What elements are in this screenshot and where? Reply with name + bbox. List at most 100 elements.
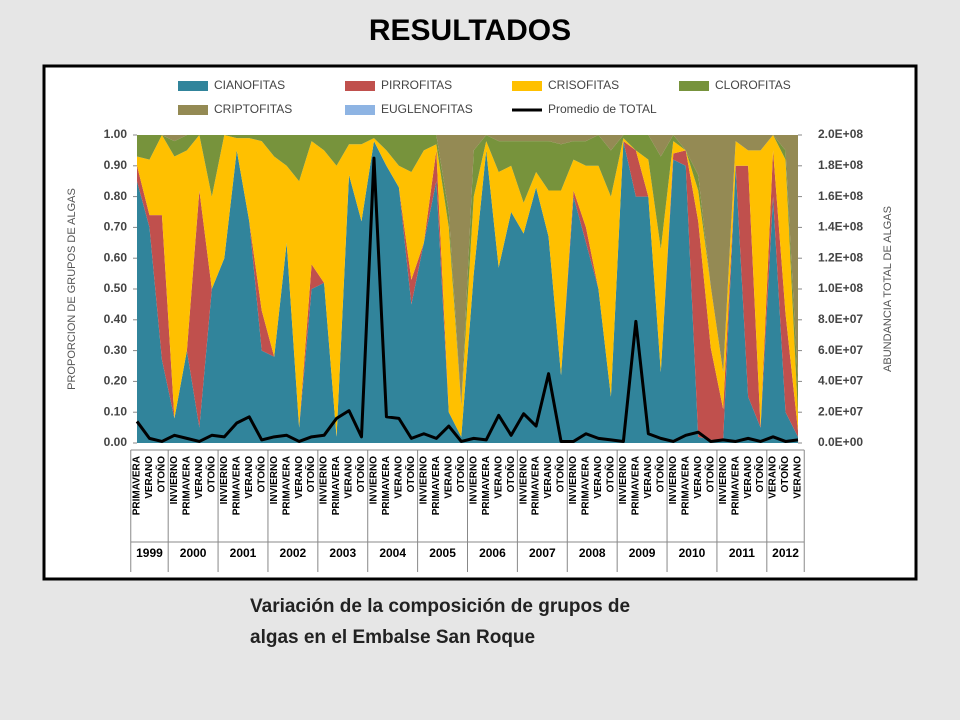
year-label: 2009 <box>629 546 656 560</box>
y-tick-label: 0.00 <box>104 435 128 449</box>
x-tick-label: INVIERNO <box>468 456 479 505</box>
stacked-area <box>137 141 798 443</box>
caption-line: algas en el Embalse San Roque <box>250 627 535 648</box>
y-tick-label: 0.20 <box>104 374 128 388</box>
x-tick-label: PRIMAVERA <box>680 456 691 515</box>
x-tick-label: OTOÑO <box>554 456 567 493</box>
x-tick-label: OTOÑO <box>404 456 417 493</box>
x-tick-label: VERANO <box>194 456 205 499</box>
x-tick-label: VERANO <box>493 456 504 499</box>
y2-tick-label: 1.4E+08 <box>818 220 863 234</box>
y-tick-label: 0.10 <box>104 404 128 418</box>
legend-label: PIRROFITAS <box>381 78 452 92</box>
legend-swatch <box>512 81 542 91</box>
x-tick-label: OTOÑO <box>204 456 217 493</box>
y-tick-label: 0.30 <box>104 343 128 357</box>
y2-tick-label: 1.8E+08 <box>818 158 863 172</box>
y2-tick-label: 1.6E+08 <box>818 189 863 203</box>
legend-label: CIANOFITAS <box>214 78 285 92</box>
y2-tick-label: 2.0E+08 <box>818 127 863 141</box>
year-label: 2005 <box>429 546 456 560</box>
legend-swatch <box>679 81 709 91</box>
y2-axis-title: ABUNDANCIA TOTAL DE ALGAS <box>882 206 894 372</box>
year-label: 2011 <box>729 546 755 560</box>
x-tick-label: PRIMAVERA <box>281 456 292 515</box>
legend-label: EUGLENOFITAS <box>381 102 473 116</box>
y2-tick-label: 4.0E+07 <box>818 374 863 388</box>
x-tick-label: OTOÑO <box>604 456 617 493</box>
x-tick-label: OTOÑO <box>753 456 766 493</box>
x-tick-label: VERANO <box>693 456 704 499</box>
x-tick-label: PRIMAVERA <box>231 456 242 515</box>
x-tick-label: PRIMAVERA <box>182 456 193 515</box>
slide-title: RESULTADOS <box>369 14 571 47</box>
y2-tick-label: 8.0E+07 <box>818 312 863 326</box>
x-tick-label: PRIMAVERA <box>730 456 741 515</box>
x-tick-label: OTOÑO <box>454 456 467 493</box>
y-tick-label: 0.60 <box>104 250 128 264</box>
x-tick-label: INVIERNO <box>169 456 180 505</box>
y2-tick-label: 6.0E+07 <box>818 343 863 357</box>
year-label: 2012 <box>772 546 799 560</box>
legend-swatch <box>345 105 375 115</box>
x-tick-label: PRIMAVERA <box>431 456 442 515</box>
y-tick-label: 1.00 <box>104 127 128 141</box>
x-tick-label: OTOÑO <box>703 456 716 493</box>
x-tick-label: VERANO <box>294 456 305 499</box>
x-tick-label: VERANO <box>793 456 804 499</box>
x-tick-label: INVIERNO <box>369 456 380 505</box>
x-tick-label: VERANO <box>643 456 654 499</box>
x-tick-label: INVIERNO <box>518 456 529 505</box>
x-tick-label: PRIMAVERA <box>531 456 542 515</box>
x-tick-label: VERANO <box>244 456 255 499</box>
year-label: 2010 <box>679 546 706 560</box>
x-tick-label: INVIERNO <box>618 456 629 505</box>
year-label: 2007 <box>529 546 556 560</box>
y-tick-label: 0.70 <box>104 220 128 234</box>
x-tick-label: INVIERNO <box>568 456 579 505</box>
x-tick-label: INVIERNO <box>319 456 330 505</box>
x-tick-label: OTOÑO <box>304 456 317 493</box>
x-tick-label: VERANO <box>443 456 454 499</box>
y-tick-label: 0.90 <box>104 158 128 172</box>
year-label: 2006 <box>479 546 506 560</box>
legend-label: CRIPTOFITAS <box>214 102 292 116</box>
year-label: 2004 <box>379 546 406 560</box>
x-tick-label: VERANO <box>768 456 779 499</box>
x-tick-label: OTOÑO <box>653 456 666 493</box>
x-tick-label: INVIERNO <box>219 456 230 505</box>
year-label: 2000 <box>180 546 207 560</box>
x-tick-label: VERANO <box>144 456 155 499</box>
x-tick-label: INVIERNO <box>668 456 679 505</box>
y2-tick-label: 1.2E+08 <box>818 250 863 264</box>
y2-tick-label: 2.0E+07 <box>818 404 863 418</box>
legend-swatch <box>345 81 375 91</box>
year-label: 2002 <box>280 546 307 560</box>
x-tick-label: INVIERNO <box>269 456 280 505</box>
x-tick-label: VERANO <box>593 456 604 499</box>
x-tick-label: PRIMAVERA <box>581 456 592 515</box>
y2-tick-label: 0.0E+00 <box>818 435 863 449</box>
legend-label: Promedio de TOTAL <box>548 102 657 116</box>
x-tick-label: PRIMAVERA <box>132 456 143 515</box>
y-axis-title: PROPORCION DE GRUPOS DE ALGAS <box>66 188 78 390</box>
x-tick-label: VERANO <box>394 456 405 499</box>
x-tick-label: VERANO <box>344 456 355 499</box>
legend-label: CLOROFITAS <box>715 78 791 92</box>
y-tick-label: 0.40 <box>104 312 128 326</box>
x-tick-label: OTOÑO <box>254 456 267 493</box>
year-label: 2003 <box>329 546 356 560</box>
year-label: 2008 <box>579 546 606 560</box>
total-line <box>135 156 799 443</box>
legend-label: CRISOFITAS <box>548 78 619 92</box>
x-tick-label: INVIERNO <box>718 456 729 505</box>
x-tick-label: PRIMAVERA <box>481 456 492 515</box>
x-tick-label: PRIMAVERA <box>631 456 642 515</box>
legend-swatch <box>178 105 208 115</box>
x-tick-label: VERANO <box>543 456 554 499</box>
x-tick-label: VERANO <box>743 456 754 499</box>
year-label: 1999 <box>136 546 163 560</box>
x-tick-label: PRIMAVERA <box>381 456 392 515</box>
